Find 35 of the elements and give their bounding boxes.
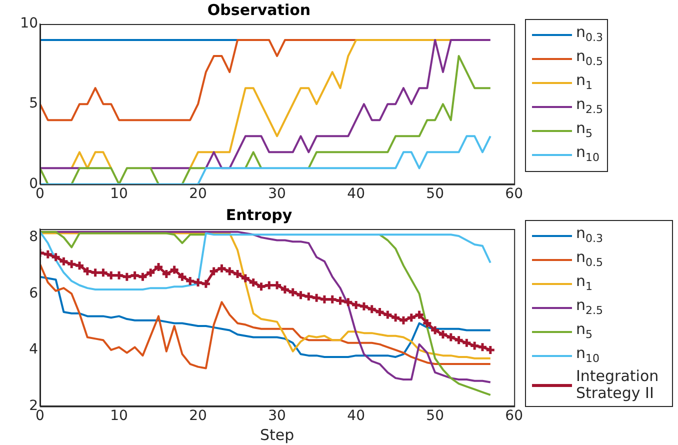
x-tick-label: 20	[189, 186, 207, 202]
x-tick-label: 30	[268, 408, 286, 424]
x-tick-label: 40	[347, 408, 365, 424]
legend-label: n$_{0.5}$	[576, 248, 604, 271]
legend-label: Integration Strategy II	[576, 367, 660, 402]
x-axis-title: Step	[260, 426, 294, 444]
x-tick-label: 10	[110, 408, 128, 424]
legend-label: n$_{10}$	[576, 344, 600, 367]
chart-title: Observation	[207, 0, 311, 19]
x-tick-label: 60	[505, 408, 524, 424]
chart-title: Entropy	[226, 206, 292, 224]
y-tick-label: 8	[29, 229, 38, 246]
y-tick-label: 0	[29, 176, 38, 192]
legend-label: n$_{1}$	[576, 272, 593, 295]
x-tick-label: 50	[426, 408, 444, 424]
x-tick-label: 60	[505, 186, 524, 202]
x-tick-label: 40	[347, 186, 365, 202]
x-tick-label: 10	[110, 186, 128, 202]
legend-label: n$_{0.3}$	[576, 224, 604, 247]
legend-label: n$_{1}$	[576, 71, 593, 94]
y-tick-label: 10	[20, 16, 38, 32]
legend-label: n$_{5}$	[576, 320, 593, 343]
y-tick-label: 4	[29, 342, 38, 358]
legend-label: n$_{2.5}$	[576, 296, 604, 319]
legend-label: n$_{0.5}$	[576, 47, 604, 70]
legend-label: n$_{2.5}$	[576, 95, 604, 118]
legend-label: n$_{10}$	[576, 143, 600, 166]
legend-label: n$_{0.3}$	[576, 23, 604, 46]
y-tick-label: 5	[29, 96, 38, 112]
x-tick-label: 50	[426, 186, 444, 202]
x-tick-label: 30	[268, 186, 286, 202]
legend-label: n$_{5}$	[576, 119, 593, 142]
x-tick-label: 20	[189, 408, 207, 424]
y-tick-label: 6	[29, 285, 38, 302]
y-tick-label: 2	[29, 398, 38, 414]
